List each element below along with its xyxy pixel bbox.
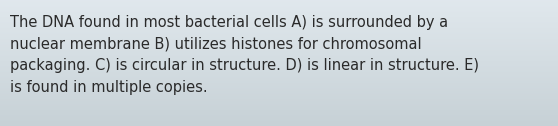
Text: The DNA found in most bacterial cells A) is surrounded by a
nuclear membrane B) : The DNA found in most bacterial cells A)… xyxy=(10,15,479,95)
